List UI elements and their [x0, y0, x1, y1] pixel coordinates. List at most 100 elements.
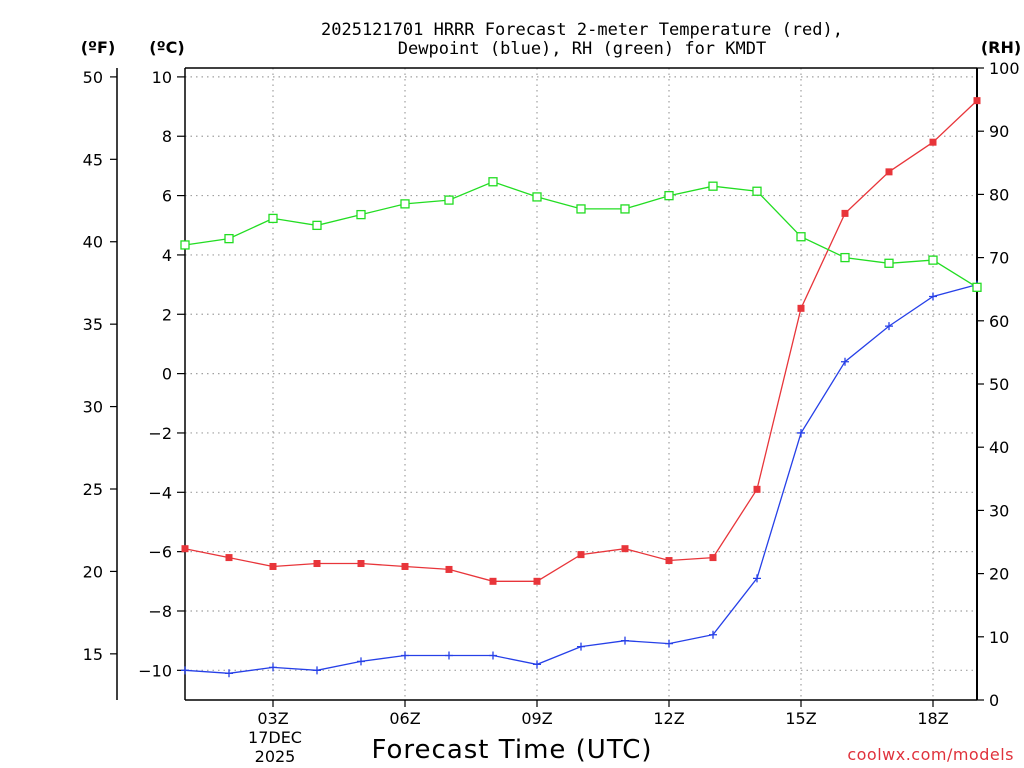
temperature-point: [533, 577, 541, 585]
rh-point: [312, 220, 322, 231]
dewpoint-point: [621, 636, 629, 645]
dewpoint-point: [665, 639, 673, 648]
celsius-unit-label: (ºC): [149, 38, 184, 57]
temperature-point: [621, 545, 629, 553]
celsius-tick-label: 8: [162, 127, 172, 146]
rh-tick-label: 100: [989, 59, 1020, 78]
date-label-line-1: 17DEC: [248, 728, 302, 747]
temperature-point: [225, 554, 233, 562]
temperature-point: [269, 562, 277, 570]
rh-tick-label: 80: [989, 185, 1009, 204]
celsius-tick-label: 4: [162, 246, 172, 265]
axes: 50454035302520151086420−2−4−6−8−10100908…: [83, 59, 1020, 728]
celsius-tick-label: −6: [148, 543, 172, 562]
temperature-point: [753, 485, 761, 493]
dewpoint-point: [797, 428, 805, 437]
celsius-tick-label: 2: [162, 305, 172, 324]
rh-point: [444, 195, 454, 205]
chart-title-line-2: Dewpoint (blue), RH (green) for KMDT: [398, 39, 766, 59]
dewpoint-point: [885, 322, 893, 331]
fahrenheit-tick-label: 25: [83, 480, 103, 499]
celsius-tick-label: −2: [148, 424, 172, 443]
celsius-tick-label: −10: [138, 661, 172, 680]
rh-point: [180, 240, 190, 250]
rh-point: [620, 204, 630, 214]
rh-tick-label: 40: [989, 438, 1009, 457]
fahrenheit-tick-label: 35: [83, 315, 103, 334]
dewpoint-point: [533, 660, 541, 669]
temperature-series-line: [184, 100, 978, 582]
fahrenheit-tick-label: 40: [83, 233, 103, 252]
dewpoint-point: [929, 292, 937, 301]
x-tick-label: 15Z: [785, 709, 816, 728]
fahrenheit-tick-label: 30: [83, 398, 103, 417]
dewpoint-point: [489, 651, 497, 660]
rh-point: [928, 255, 938, 265]
rh-tick-label: 60: [989, 312, 1009, 331]
dewpoint-series-line: [184, 283, 978, 674]
rh-point: [532, 192, 542, 202]
temperature-point: [445, 565, 453, 573]
dewpoint-point: [445, 651, 453, 660]
celsius-tick-label: −4: [148, 483, 172, 502]
dewpoint-point: [181, 666, 189, 675]
rh-point: [664, 191, 674, 201]
data-series: [180, 97, 982, 678]
grid-lines: [185, 68, 977, 700]
celsius-tick-label: 10: [152, 68, 172, 87]
rh-tick-label: 50: [989, 375, 1009, 394]
credit-text: coolwx.com/models: [847, 745, 1014, 764]
celsius-tick-label: 6: [162, 187, 172, 206]
rh-point: [488, 177, 498, 187]
dewpoint-point: [269, 663, 277, 672]
temperature-point: [313, 560, 321, 568]
rh-point: [796, 232, 806, 242]
temperature-point: [841, 209, 849, 217]
celsius-tick-label: −8: [148, 602, 172, 621]
temperature-point: [181, 545, 189, 553]
rh-point: [972, 282, 982, 292]
rh-series-line: [184, 181, 978, 288]
temperature-point: [973, 97, 981, 105]
fahrenheit-tick-label: 20: [83, 562, 103, 581]
x-tick-label: 09Z: [521, 709, 552, 728]
dewpoint-point: [709, 630, 717, 639]
temperature-point: [357, 560, 365, 568]
rh-point: [708, 181, 718, 191]
date-label-line-2: 2025: [255, 747, 296, 766]
rh-tick-label: 20: [989, 565, 1009, 584]
rh-tick-label: 0: [989, 691, 999, 710]
dewpoint-point: [841, 357, 849, 366]
fahrenheit-tick-label: 45: [83, 150, 103, 169]
rh-tick-label: 90: [989, 122, 1009, 141]
rh-point: [752, 186, 762, 196]
fahrenheit-tick-label: 15: [83, 645, 103, 664]
temperature-point: [929, 138, 937, 146]
dewpoint-point: [577, 642, 585, 651]
rh-tick-label: 10: [989, 628, 1009, 647]
dewpoint-point: [357, 657, 365, 666]
rh-point: [576, 204, 586, 214]
x-tick-label: 03Z: [257, 709, 288, 728]
dewpoint-point: [753, 574, 761, 583]
temperature-point: [489, 577, 497, 585]
rh-point: [224, 233, 234, 244]
temperature-point: [401, 562, 409, 570]
dewpoint-point: [313, 666, 321, 675]
x-axis-title: Forecast Time (UTC): [371, 735, 652, 765]
dewpoint-point: [401, 651, 409, 660]
temperature-point: [577, 551, 585, 559]
rh-point: [884, 258, 894, 268]
celsius-tick-label: 0: [162, 365, 172, 384]
rh-point: [356, 209, 366, 220]
rh-point: [840, 252, 850, 263]
x-tick-label: 12Z: [653, 709, 684, 728]
x-tick-label: 18Z: [917, 709, 948, 728]
chart-title-line-1: 2025121701 HRRR Forecast 2-meter Tempera…: [321, 20, 843, 40]
temperature-point: [885, 168, 893, 176]
temperature-point: [797, 304, 805, 312]
rh-unit-label: (RH): [981, 38, 1021, 57]
rh-tick-label: 30: [989, 501, 1009, 520]
temperature-point: [709, 554, 717, 562]
